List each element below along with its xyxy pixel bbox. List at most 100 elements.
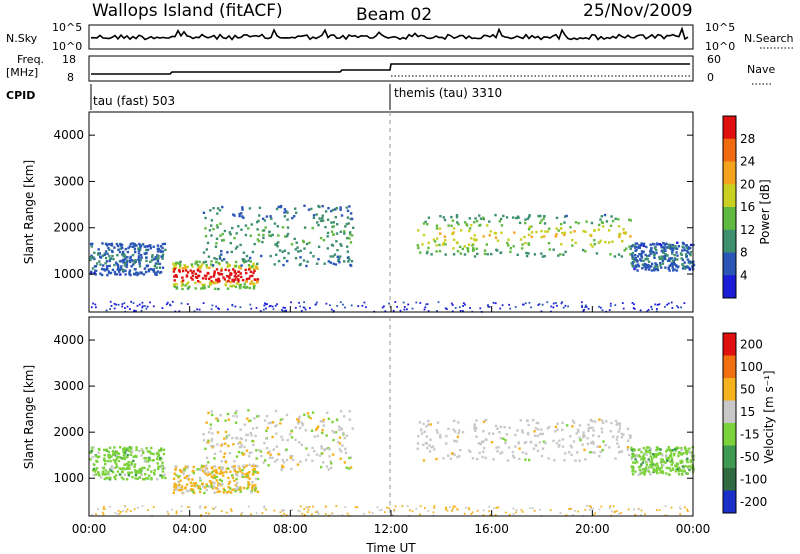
scatter-cell: [332, 225, 335, 228]
scatter-cell: [443, 218, 447, 222]
ground-cell: [143, 305, 146, 307]
scatter-cell: [260, 254, 263, 258]
scatter-cell: [532, 418, 535, 422]
scatter-cell: [295, 241, 298, 244]
scatter-cell: [144, 456, 148, 460]
scatter-cell: [523, 441, 526, 445]
scatter-cell: [215, 260, 218, 264]
scatter-cell: [124, 273, 127, 276]
scatter-cell: [633, 455, 636, 458]
ground-cell: [363, 512, 365, 515]
scatter-cell: [184, 266, 188, 269]
scatter-cell: [249, 419, 252, 422]
scatter-cell: [533, 253, 537, 256]
scatter-cell: [235, 455, 239, 458]
scatter-cell: [311, 459, 314, 463]
scatter-cell: [340, 428, 344, 431]
scatter-cell: [666, 254, 669, 257]
scatter-cell: [642, 455, 645, 458]
ground-cell: [488, 510, 491, 513]
scatter-cell: [443, 235, 447, 238]
scatter-cell: [256, 238, 259, 241]
scatter-cell: [640, 250, 644, 253]
scatter-cell: [667, 457, 670, 460]
scatter-cell: [218, 478, 222, 481]
scatter-cell: [559, 227, 563, 230]
scatter-cell: [458, 455, 461, 458]
ground-cell: [384, 310, 387, 313]
scatter-cell: [211, 471, 214, 474]
scatter-cell: [436, 237, 439, 240]
scatter-cell: [540, 252, 543, 255]
scatter-cell: [577, 430, 580, 433]
scatter-cell: [190, 263, 193, 266]
scatter-cell: [482, 440, 485, 443]
scatter-cell: [143, 252, 147, 255]
scatter-cell: [587, 429, 590, 433]
scatter-cell: [348, 410, 351, 413]
scatter-cell: [117, 266, 120, 269]
scatter-cell: [239, 490, 242, 493]
scatter-cell: [484, 419, 487, 422]
scatter-cell: [184, 487, 187, 490]
scatter-cell: [122, 254, 125, 258]
ground-cell: [687, 510, 689, 512]
scatter-cell: [290, 429, 293, 432]
scatter-cell: [145, 245, 148, 248]
scatter-cell: [539, 221, 542, 225]
ground-cell: [217, 307, 219, 310]
scatter-cell: [477, 442, 480, 445]
scatter-cell: [689, 253, 692, 257]
scatter-cell: [346, 250, 349, 253]
scatter-cell: [102, 268, 105, 271]
scatter-cell: [634, 453, 638, 457]
scatter-cell: [192, 471, 195, 475]
scatter-cell: [651, 242, 655, 246]
ground-cell: [549, 509, 552, 512]
scatter-cell: [156, 250, 160, 253]
scatter-cell: [225, 275, 229, 278]
scatter-cell: [660, 255, 664, 258]
ground-cell: [118, 512, 121, 515]
scatter-cell: [158, 449, 161, 452]
scatter-cell: [518, 457, 521, 461]
scatter-cell: [235, 477, 238, 481]
scatter-cell: [684, 253, 688, 256]
scatter-cell: [145, 251, 148, 255]
scatter-cell: [235, 473, 238, 476]
scatter-cell: [542, 235, 546, 238]
scatter-cell: [476, 252, 479, 256]
ground-cell: [316, 301, 318, 304]
scatter-cell: [689, 247, 692, 250]
ground-cell: [577, 510, 579, 513]
scatter-cell: [569, 226, 572, 229]
ground-cell: [476, 509, 479, 512]
scatter-cell: [119, 267, 123, 270]
scatter-cell: [212, 275, 215, 278]
scatter-cell: [251, 427, 255, 430]
scatter-cell: [118, 473, 122, 476]
scatter-cell: [305, 264, 308, 268]
scatter-cell: [217, 287, 220, 291]
scatter-cell: [576, 451, 579, 454]
scatter-cell: [246, 433, 249, 437]
scatter-cell: [674, 244, 677, 248]
scatter-cell: [463, 245, 466, 248]
scatter-cell: [134, 250, 137, 254]
ground-cell: [215, 305, 218, 308]
scatter-cell: [312, 255, 315, 258]
freq-tick-top: 18: [62, 53, 76, 66]
ground-cell: [406, 505, 409, 507]
scatter-cell: [161, 470, 165, 473]
scatter-cell: [123, 451, 127, 454]
scatter-cell: [90, 450, 93, 453]
scatter-cell: [131, 242, 134, 245]
scatter-cell: [442, 457, 445, 460]
scatter-cell: [342, 433, 345, 436]
ground-cell: [332, 310, 335, 312]
scatter-cell: [174, 274, 177, 277]
scatter-cell: [321, 219, 325, 222]
ground-cell: [683, 302, 686, 304]
scatter-cell: [281, 458, 284, 462]
